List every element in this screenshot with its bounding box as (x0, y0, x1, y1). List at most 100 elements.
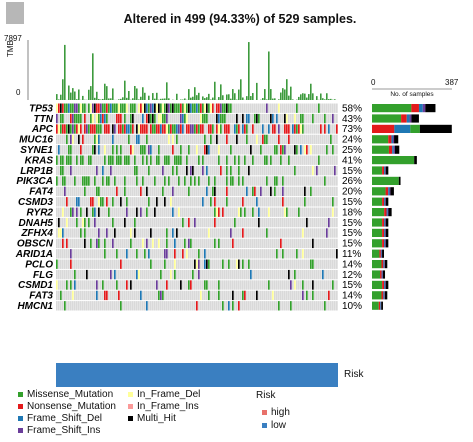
mutation-cell (182, 134, 184, 145)
mutation-cell (186, 238, 188, 249)
risk-legend-item: low (262, 420, 286, 431)
mutation-cell (272, 217, 274, 228)
mutation-cell (196, 301, 198, 311)
mutation-cell (136, 124, 138, 134)
mutation-cell (218, 228, 220, 238)
mutation-cell (276, 207, 278, 217)
mutation-cell (284, 186, 286, 197)
mutation-cell (82, 103, 84, 113)
mutation-cell (114, 238, 116, 249)
mutation-cell (186, 124, 188, 134)
mutation-cell (222, 176, 224, 186)
mutation-cell (286, 113, 288, 124)
mutation-cell (172, 155, 174, 165)
mutation-cell (336, 207, 338, 217)
mutation-cell (224, 155, 226, 165)
mutation-cell (266, 207, 268, 217)
mutation-cell (194, 145, 196, 155)
mutation-cell (290, 103, 292, 113)
tmb-bar (60, 94, 62, 100)
mutation-cell (224, 145, 226, 155)
mutation-cell (186, 207, 188, 217)
mutation-cell (74, 113, 76, 124)
mutation-cell (102, 165, 104, 176)
mutation-cell (286, 165, 288, 176)
mutation-cell (94, 155, 96, 165)
mutation-cell (134, 197, 136, 207)
mutation-cell (236, 249, 238, 259)
count-bar-segment (422, 104, 426, 113)
mutation-cell (328, 155, 330, 165)
tmb-bar (322, 98, 324, 100)
mutation-cell (106, 280, 108, 290)
mutation-cell (310, 228, 312, 238)
mutation-cell (318, 217, 320, 228)
mutation-cell (280, 207, 282, 217)
mutation-cell (114, 124, 116, 134)
mutation-cell (72, 217, 74, 228)
mutation-cell (196, 145, 198, 155)
mutation-cell (116, 197, 118, 207)
mutation-cell (266, 134, 268, 145)
mutation-cell (246, 165, 248, 176)
mutation-cell (284, 176, 286, 186)
mutation-cell (272, 197, 274, 207)
count-bar-segment (382, 197, 385, 206)
mutation-cell (58, 186, 60, 197)
mutation-cell (336, 186, 338, 197)
count-bar-segment (394, 135, 399, 144)
mutation-cell (150, 269, 152, 280)
mutation-cell (110, 145, 112, 155)
mutation-cell (188, 259, 190, 269)
mutation-cell (94, 134, 96, 145)
mutation-cell (178, 176, 180, 186)
mutation-cell (174, 197, 176, 207)
mutation-cell (106, 134, 108, 145)
mutation-cell (90, 186, 92, 197)
mutation-cell (304, 217, 306, 228)
tmb-bar (312, 93, 314, 100)
mutation-cell (146, 124, 148, 134)
mutation-cell (156, 113, 158, 124)
mutation-cell (60, 145, 62, 155)
count-bar-segment (384, 280, 386, 289)
mutation-cell (322, 145, 324, 155)
mutation-cell (172, 197, 174, 207)
mutation-cell (154, 207, 156, 217)
mutation-cell (110, 290, 112, 301)
mutation-cell (216, 186, 218, 197)
mutation-cell (294, 103, 296, 113)
mutation-cell (274, 155, 276, 165)
mutation-cell (58, 217, 60, 228)
mutation-cell (322, 238, 324, 249)
mutation-cell (260, 269, 262, 280)
mutation-cell (244, 113, 246, 124)
mutation-cell (336, 165, 338, 176)
count-bar-segment (384, 197, 386, 206)
mutation-cell (322, 165, 324, 176)
mutation-cell (150, 113, 152, 124)
mutation-cell (60, 134, 62, 145)
mutation-cell (336, 217, 338, 228)
mutation-cell (70, 145, 72, 155)
mutation-cell (128, 197, 130, 207)
mutation-cell (168, 301, 170, 311)
mutation-cell (252, 124, 254, 134)
mutation-cell (74, 269, 76, 280)
mutation-cell (286, 301, 288, 311)
mutation-cell (278, 280, 280, 290)
mutation-cell (94, 207, 96, 217)
mutation-cell (88, 259, 90, 269)
mutation-cell (190, 259, 192, 269)
mutation-cell (178, 186, 180, 197)
mutation-cell (304, 134, 306, 145)
mutation-cell (306, 249, 308, 259)
mutation-cell (238, 145, 240, 155)
mutation-cell (160, 217, 162, 228)
mutation-cell (320, 228, 322, 238)
mutation-cell (238, 197, 240, 207)
mutation-cell (100, 103, 102, 113)
mutation-cell (92, 259, 94, 269)
mutation-cell (80, 207, 82, 217)
mutation-cell (182, 269, 184, 280)
